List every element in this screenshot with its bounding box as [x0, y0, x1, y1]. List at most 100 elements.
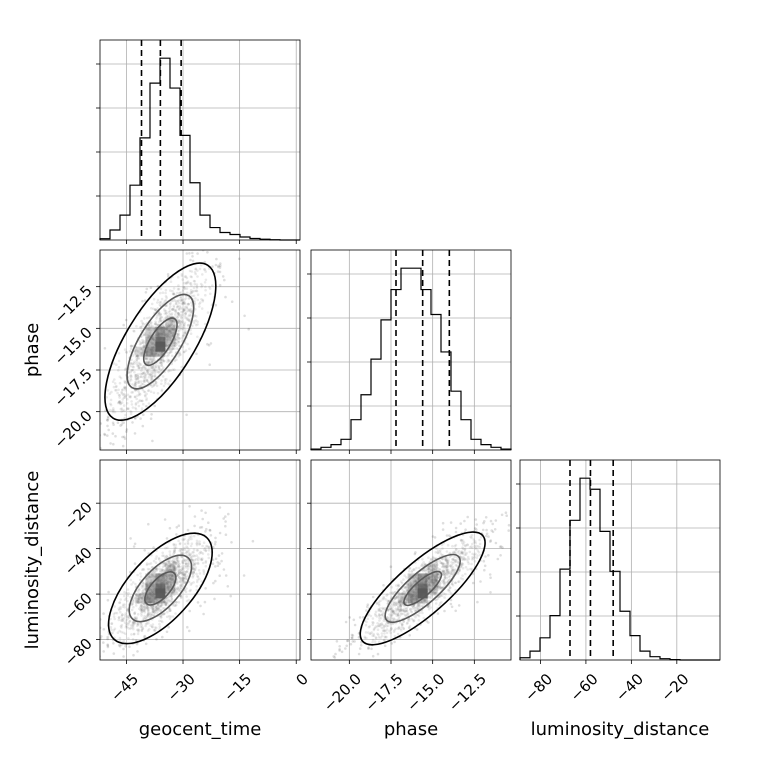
sample-point: [159, 360, 163, 364]
sample-point: [177, 312, 180, 315]
sample-point: [186, 291, 189, 295]
sample-point: [142, 333, 145, 337]
sample-point: [489, 591, 492, 594]
sample-point: [129, 364, 132, 368]
sample-point: [141, 592, 144, 595]
sample-point: [186, 539, 190, 542]
sample-point: [422, 561, 426, 564]
sample-point: [146, 362, 149, 365]
sample-point: [201, 544, 204, 548]
histogram-step-phase: [310, 267, 512, 450]
sample-point: [122, 603, 125, 607]
sample-point: [376, 625, 379, 628]
sample-point: [163, 564, 167, 568]
sample-point: [407, 612, 410, 615]
sample-point: [150, 321, 153, 324]
sample-point: [131, 368, 135, 372]
sample-point: [134, 382, 138, 385]
sample-point: [164, 288, 168, 292]
sample-point: [159, 318, 162, 321]
sample-point: [192, 534, 196, 538]
sample-point: [166, 333, 170, 337]
sample-point: [168, 329, 171, 333]
sample-point: [172, 292, 176, 296]
sample-point: [173, 347, 176, 351]
sample-point: [168, 307, 171, 310]
sample-point: [171, 308, 174, 311]
sample-point: [170, 574, 174, 578]
sample-point: [152, 307, 155, 311]
sample-point: [183, 576, 187, 579]
sample-point: [209, 292, 212, 296]
sample-point: [181, 307, 184, 311]
sample-point: [186, 569, 189, 573]
sample-point: [218, 531, 222, 535]
sample-point: [390, 627, 393, 630]
sample-point: [162, 600, 166, 604]
sample-point: [167, 328, 171, 331]
sample-point: [106, 415, 110, 419]
sample-point: [175, 556, 179, 559]
sample-point: [123, 594, 126, 598]
sample-point: [430, 564, 433, 568]
sample-point: [140, 612, 143, 615]
sample-point: [168, 526, 172, 530]
sample-point: [149, 325, 152, 329]
sample-point: [123, 437, 127, 440]
sample-point: [181, 571, 184, 575]
sample-point: [118, 645, 122, 648]
sample-point: [184, 551, 188, 555]
sample-point: [191, 290, 194, 294]
sample-point: [154, 609, 157, 613]
sample-point: [159, 319, 163, 323]
sample-point: [412, 568, 416, 571]
sample-point: [178, 570, 181, 574]
sample-point: [180, 319, 183, 323]
sample-point: [134, 373, 138, 377]
sample-point: [207, 521, 210, 524]
sample-point: [179, 596, 183, 600]
sample-point: [189, 258, 192, 262]
sample-point: [139, 595, 143, 599]
sample-point: [130, 603, 134, 606]
sample-point: [138, 594, 141, 597]
sample-point: [161, 603, 164, 607]
sample-point: [136, 364, 140, 367]
sample-point: [174, 543, 178, 547]
sample-point: [441, 579, 445, 583]
sample-point: [146, 606, 149, 609]
sample-point: [180, 584, 184, 587]
sample-point: [172, 308, 175, 311]
sample-point: [204, 549, 208, 552]
sample-point: [178, 580, 182, 583]
sample-point: [143, 634, 147, 638]
sample-point: [140, 596, 144, 600]
sample-point: [460, 552, 464, 555]
sample-point: [111, 409, 114, 412]
sample-point: [123, 606, 127, 609]
sample-point: [218, 266, 222, 269]
sample-point: [168, 609, 171, 613]
sample-point: [151, 613, 154, 617]
sample-point: [131, 638, 135, 641]
sample-point: [122, 386, 126, 390]
sample-point: [399, 600, 402, 604]
sample-point: [131, 365, 134, 369]
sample-point: [167, 368, 171, 372]
sample-point: [143, 614, 146, 618]
sample-point: [454, 563, 458, 567]
sample-point: [171, 334, 175, 337]
sample-point: [139, 605, 142, 609]
sample-point: [498, 545, 502, 549]
sample-point: [169, 322, 173, 326]
sample-point: [203, 546, 207, 550]
sample-point: [144, 360, 148, 364]
sample-point: [135, 397, 138, 401]
sample-point: [182, 577, 186, 581]
sample-point: [118, 394, 121, 397]
sample-point: [194, 272, 197, 276]
sample-point: [494, 519, 498, 522]
sample-point: [153, 590, 156, 594]
sample-point: [161, 357, 165, 361]
